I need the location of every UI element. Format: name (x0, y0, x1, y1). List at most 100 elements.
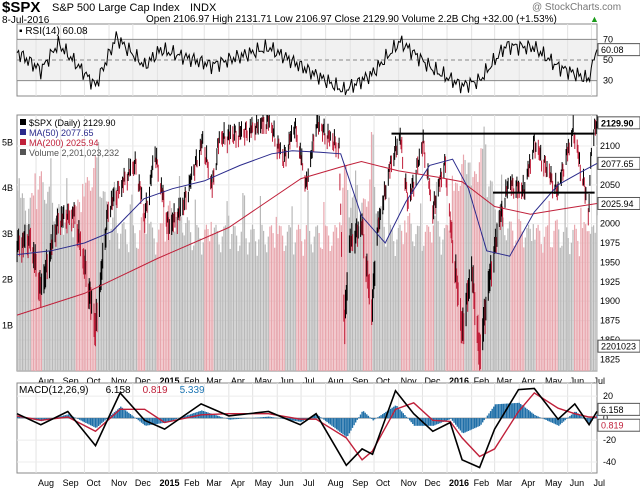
volume-bar (221, 236, 223, 371)
macd-hist-bar (83, 418, 85, 423)
volume-bar (210, 221, 212, 371)
macd-hist-bar (77, 418, 79, 419)
volume-bar (353, 195, 355, 371)
macd-hist-bar (448, 418, 450, 420)
volume-bar (194, 199, 196, 371)
volume-bar (443, 228, 446, 371)
x-axis-label: 2015 (159, 376, 179, 386)
volume-bar (585, 224, 587, 371)
macd-hist-bar (20, 417, 22, 419)
macd-hist-bar (94, 418, 97, 428)
macd-hist-bar (435, 418, 438, 425)
macd-hist-bar (489, 411, 492, 419)
volume-bar (50, 158, 52, 371)
volume-bar (521, 231, 523, 371)
volume-bar (458, 191, 460, 371)
volume-bar (410, 223, 412, 371)
x-axis-label: Feb (474, 376, 490, 386)
volume-bar (572, 229, 574, 371)
macd-hist-bar (372, 418, 374, 421)
volume-bar (31, 193, 33, 371)
macd-hist-bar (407, 418, 409, 419)
price-tick-label: 1975 (600, 238, 620, 248)
volume-bar (21, 193, 23, 371)
volume-bar (542, 252, 544, 371)
volume-bar (175, 216, 177, 371)
macd-hist-bar (470, 418, 473, 430)
price-legend-entry: Volume 2,201,023,232 (29, 148, 119, 158)
macd-hist-bar (537, 416, 539, 419)
volume-bar (377, 219, 379, 371)
macd-hist-bar (256, 417, 258, 419)
macd-hist-bar (236, 418, 238, 420)
volume-bar (275, 216, 277, 371)
volume-bar (215, 224, 217, 371)
macd-hist-bar (413, 418, 416, 426)
macd-hist-bar (553, 418, 555, 424)
rsi-value-badge-text: 60.08 (601, 45, 624, 55)
macd-hist-bar (574, 411, 576, 419)
volume-bar (285, 245, 287, 371)
macd-hist-bar (428, 418, 430, 426)
volume-bar (581, 228, 584, 371)
macd-hist-bar (512, 403, 514, 419)
volume-bar (188, 220, 190, 371)
x-axis-label: 2016 (449, 376, 469, 386)
x-axis-label: Mar (206, 376, 222, 386)
volume-bar (299, 229, 301, 371)
volume-bar (45, 203, 47, 371)
volume-bar (132, 225, 134, 371)
macd-hist-bar (142, 418, 144, 424)
macd-legend-entry: 6.158 (106, 385, 131, 396)
macd-hist-bar (396, 406, 398, 419)
macd-hist-bar (315, 414, 317, 419)
volume-bar (109, 240, 111, 371)
volume-bar (586, 231, 588, 371)
macd-hist-bar (361, 411, 363, 419)
macd-hist-bar (153, 418, 155, 425)
volume-bar (543, 236, 545, 371)
volume-bar (362, 198, 365, 371)
volume-bar (63, 234, 65, 371)
macd-hist-bar (231, 418, 233, 420)
volume-bar (564, 193, 566, 371)
volume-bar (342, 187, 344, 371)
macd-hist-bar (175, 418, 178, 419)
macd-hist-bar (145, 418, 147, 426)
price-legend-entry: $SPX (Daily) 2129.90 (29, 118, 116, 128)
volume-bar (261, 224, 263, 371)
volume-bar (551, 247, 553, 371)
volume-bar (205, 224, 207, 371)
macd-hist-bar (359, 414, 362, 419)
volume-bar (499, 204, 501, 371)
macd-x-axis-label: Dec (424, 478, 441, 488)
macd-hist-bar (520, 404, 522, 419)
macd-hist-bar (510, 403, 512, 419)
macd-hist-bar (105, 418, 108, 420)
volume-bar (80, 212, 82, 371)
macd-hist-bar (320, 417, 322, 419)
macd-hist-bar (207, 412, 209, 419)
macd-hist-bar (191, 413, 193, 419)
macd-hist-bar (212, 414, 214, 419)
macd-hist-bar (232, 418, 235, 420)
macd-hist-bar (291, 418, 293, 421)
macd-hist-bar (123, 409, 125, 419)
macd-hist-bar (342, 418, 344, 435)
macd-hist-bar (74, 417, 76, 419)
macd-hist-bar (397, 407, 400, 419)
volume-bar (229, 248, 231, 371)
macd-hist-bar (366, 414, 368, 419)
volume-bar (559, 247, 561, 371)
header-watermark: @ StockCharts.com (532, 2, 622, 13)
volume-bar (318, 233, 320, 371)
macd-hist-bar (545, 418, 547, 420)
volume-bar (88, 180, 90, 371)
volume-bar (459, 185, 461, 371)
macd-hist-bar (229, 418, 231, 420)
volume-bar (166, 221, 168, 371)
volume-bar (193, 245, 195, 371)
volume-bar (483, 126, 485, 371)
volume-bar (17, 190, 19, 371)
